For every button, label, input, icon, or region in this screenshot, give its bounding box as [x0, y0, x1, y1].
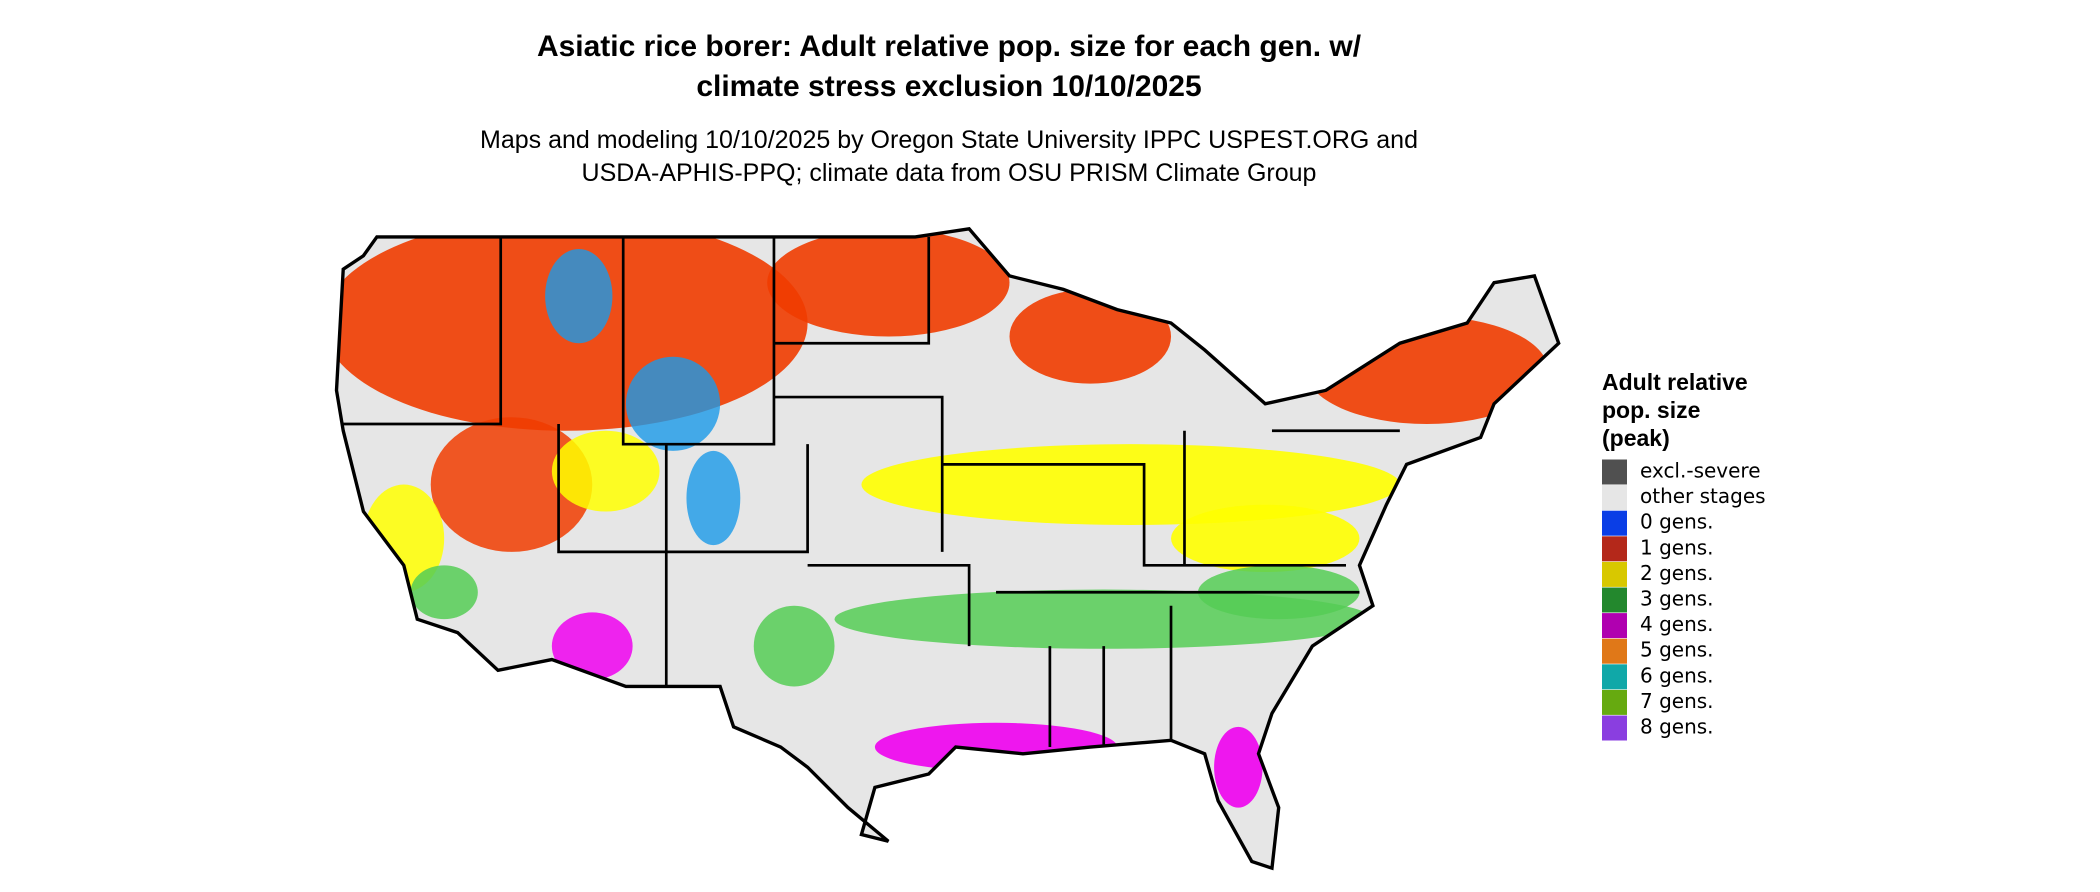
legend-label: other stages [1640, 484, 1766, 508]
legend-label: 5 gens. [1640, 638, 1714, 662]
title-line: climate stress exclusion 10/10/2025 [696, 70, 1201, 103]
legend-label: excl.-severe [1640, 459, 1761, 483]
legend-label: 2 gens. [1640, 561, 1714, 585]
legend-label: 3 gens. [1640, 587, 1714, 611]
legend-title-line: (peak) [1602, 425, 1670, 451]
legend-swatch [1602, 715, 1627, 741]
legend-label: 6 gens. [1640, 663, 1714, 687]
legend-swatch [1602, 613, 1627, 639]
legend-swatch [1602, 664, 1627, 690]
legend-label: 1 gens. [1640, 535, 1714, 559]
legend-label: 7 gens. [1640, 689, 1714, 713]
us-map [334, 227, 1561, 870]
legend-label: 8 gens. [1640, 715, 1714, 739]
legend-swatch [1602, 638, 1627, 664]
state-borders [343, 236, 1400, 748]
legend-swatch [1602, 689, 1627, 715]
legend-swatch [1602, 536, 1627, 562]
subtitle-line: USDA-APHIS-PPQ; climate data from OSU PR… [582, 159, 1317, 187]
legend-swatch [1602, 485, 1627, 511]
legend-title-line: Adult relative [1602, 369, 1748, 395]
legend: Adult relative pop. size (peak) excl.-se… [1602, 369, 1766, 741]
legend-swatch [1602, 510, 1627, 536]
title-line: Asiatic rice borer: Adult relative pop. … [537, 30, 1362, 63]
legend-label: 0 gens. [1640, 510, 1714, 534]
zones [336, 228, 1548, 808]
legend-title-line: pop. size [1602, 397, 1700, 423]
legend-swatch [1602, 587, 1627, 613]
subtitle-line: Maps and modeling 10/10/2025 by Oregon S… [480, 126, 1418, 154]
legend-swatch [1602, 459, 1627, 485]
legend-label: 4 gens. [1640, 612, 1714, 636]
legend-swatch [1602, 561, 1627, 587]
